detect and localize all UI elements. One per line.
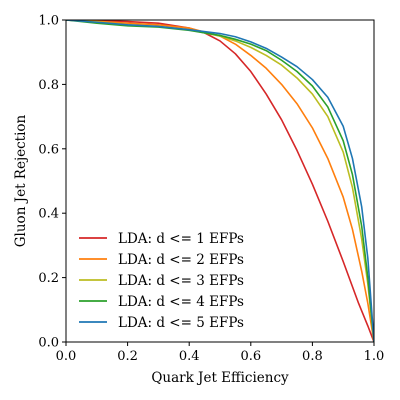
y-tick-label: 0.4 bbox=[38, 207, 59, 222]
legend: LDA: d <= 1 EFPs LDA: d <= 2 EFPs LDA: d <… bbox=[79, 231, 244, 331]
x-tick-label: 0.0 bbox=[56, 349, 77, 364]
legend-label-2: LDA: d <= 2 EFPs bbox=[118, 252, 244, 268]
y-tick-label: 0.8 bbox=[38, 78, 59, 93]
x-tick-label: 0.2 bbox=[117, 349, 138, 364]
y-tick-label: 0.2 bbox=[38, 271, 59, 286]
series-line-2 bbox=[66, 20, 374, 342]
series-layer bbox=[66, 20, 374, 342]
series-line-5 bbox=[66, 20, 374, 342]
legend-label-1: LDA: d <= 1 EFPs bbox=[118, 231, 244, 247]
x-tick-label: 1.0 bbox=[364, 349, 385, 364]
x-tick-label: 0.6 bbox=[240, 349, 261, 364]
x-axis-label: Quark Jet Efficiency bbox=[151, 370, 289, 386]
y-tick-label: 0.6 bbox=[38, 142, 59, 157]
y-tick-label: 0.0 bbox=[38, 336, 59, 351]
y-axis-label: Gluon Jet Rejection bbox=[13, 114, 29, 247]
y-axis-ticks: 0.0 0.2 0.4 0.6 0.8 1.0 bbox=[38, 14, 66, 351]
legend-label-5: LDA: d <= 5 EFPs bbox=[118, 315, 244, 331]
plot-frame bbox=[65, 19, 375, 343]
x-axis-ticks: 0.0 0.2 0.4 0.6 0.8 1.0 bbox=[56, 342, 385, 364]
series-line-1 bbox=[66, 20, 374, 342]
x-tick-label: 0.4 bbox=[179, 349, 200, 364]
y-tick-label: 1.0 bbox=[38, 14, 59, 29]
x-tick-label: 0.8 bbox=[302, 349, 323, 364]
legend-label-4: LDA: d <= 4 EFPs bbox=[118, 294, 244, 310]
legend-label-3: LDA: d <= 3 EFPs bbox=[118, 273, 244, 289]
